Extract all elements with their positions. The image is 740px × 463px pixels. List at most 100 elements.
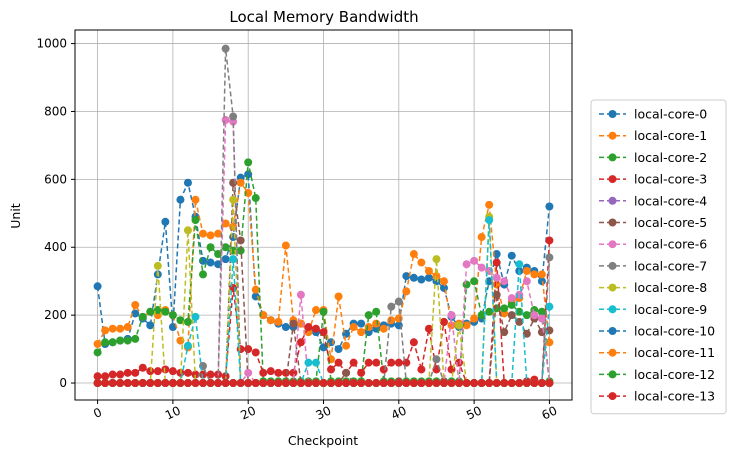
y-tick-label: 600 bbox=[44, 172, 67, 186]
data-point bbox=[183, 368, 192, 377]
data-point bbox=[259, 379, 268, 388]
data-point bbox=[379, 379, 388, 388]
data-point bbox=[311, 306, 320, 315]
data-point bbox=[357, 319, 366, 328]
y-tick-label: 0 bbox=[59, 376, 67, 390]
data-point bbox=[342, 368, 351, 377]
data-point bbox=[522, 277, 531, 286]
data-point bbox=[221, 372, 230, 381]
data-point bbox=[432, 355, 441, 364]
data-point bbox=[244, 379, 253, 388]
data-point bbox=[93, 379, 102, 388]
legend-label: local-core-8 bbox=[634, 280, 707, 295]
data-point bbox=[236, 236, 245, 245]
data-point bbox=[485, 379, 494, 388]
legend-item: local-core-9 bbox=[599, 302, 707, 317]
data-point bbox=[236, 178, 245, 187]
data-point bbox=[530, 379, 539, 388]
data-point bbox=[123, 368, 132, 377]
data-point bbox=[191, 370, 200, 379]
data-point bbox=[492, 290, 501, 299]
data-point bbox=[146, 379, 155, 388]
legend-marker bbox=[608, 348, 617, 357]
data-point bbox=[409, 379, 418, 388]
data-point bbox=[101, 372, 110, 381]
data-point bbox=[108, 379, 117, 388]
legend-marker bbox=[608, 305, 617, 314]
data-point bbox=[319, 307, 328, 316]
data-point bbox=[439, 379, 448, 388]
data-point bbox=[455, 379, 464, 388]
data-point bbox=[364, 358, 373, 367]
data-point bbox=[477, 311, 486, 320]
legend-marker bbox=[608, 283, 617, 292]
data-point bbox=[417, 379, 426, 388]
data-point bbox=[432, 272, 441, 281]
data-point bbox=[462, 260, 471, 269]
data-point bbox=[515, 260, 524, 269]
data-point bbox=[515, 307, 524, 316]
data-point bbox=[206, 258, 215, 267]
data-point bbox=[123, 323, 132, 332]
legend-marker bbox=[608, 240, 617, 249]
data-point bbox=[477, 263, 486, 272]
data-point bbox=[168, 311, 177, 320]
data-point bbox=[432, 255, 441, 264]
data-point bbox=[522, 267, 531, 276]
data-point bbox=[304, 379, 313, 388]
data-point bbox=[116, 324, 125, 333]
data-point bbox=[387, 302, 396, 311]
legend-item: local-core-6 bbox=[599, 237, 707, 252]
data-point bbox=[477, 379, 486, 388]
data-point bbox=[447, 311, 456, 320]
data-point bbox=[93, 339, 102, 348]
data-point bbox=[93, 348, 102, 357]
legend-marker bbox=[608, 110, 617, 118]
data-point bbox=[485, 216, 494, 225]
legend-item: local-core-0 bbox=[599, 107, 707, 122]
legend-marker bbox=[608, 175, 617, 184]
legend-marker bbox=[608, 218, 617, 227]
data-point bbox=[138, 363, 147, 372]
data-point bbox=[123, 379, 132, 388]
data-point bbox=[296, 379, 305, 388]
data-point bbox=[485, 307, 494, 316]
data-point bbox=[530, 311, 539, 320]
legend-marker bbox=[608, 392, 617, 401]
legend: local-core-0 local-core-1 local-core-2 loca… bbox=[590, 99, 727, 415]
data-point bbox=[349, 379, 358, 388]
data-point bbox=[327, 365, 336, 374]
data-point bbox=[349, 323, 358, 332]
data-point bbox=[221, 379, 230, 388]
data-point bbox=[191, 216, 200, 225]
data-point bbox=[424, 267, 433, 276]
data-point bbox=[176, 195, 185, 204]
data-point bbox=[131, 300, 140, 309]
data-point bbox=[424, 379, 433, 388]
data-point bbox=[236, 379, 245, 388]
data-point bbox=[274, 317, 283, 326]
data-point bbox=[251, 285, 260, 294]
data-point bbox=[214, 229, 223, 238]
data-point bbox=[101, 338, 110, 347]
data-point bbox=[470, 379, 479, 388]
data-point bbox=[153, 367, 162, 376]
legend-item: local-core-2 bbox=[599, 150, 707, 165]
legend-marker bbox=[608, 370, 617, 379]
data-point bbox=[319, 328, 328, 337]
data-point bbox=[146, 321, 155, 330]
data-point bbox=[379, 324, 388, 333]
data-point bbox=[168, 323, 177, 332]
data-point bbox=[334, 358, 343, 367]
data-point bbox=[214, 250, 223, 259]
x-tick-label: 10 bbox=[163, 403, 183, 422]
data-point bbox=[492, 379, 501, 388]
data-point bbox=[229, 195, 238, 204]
data-point bbox=[161, 307, 170, 316]
data-point bbox=[221, 115, 230, 124]
data-point bbox=[470, 277, 479, 286]
data-point bbox=[289, 368, 298, 377]
data-point bbox=[372, 307, 381, 316]
data-point bbox=[176, 379, 185, 388]
